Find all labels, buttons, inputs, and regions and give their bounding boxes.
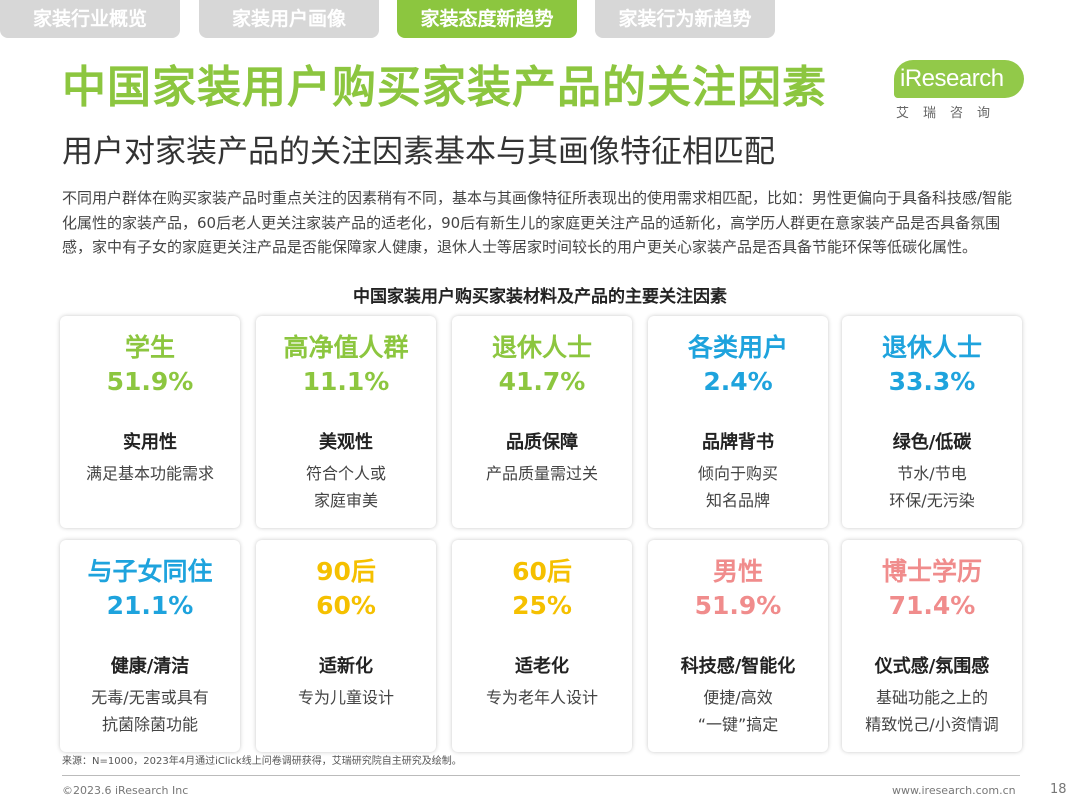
summary-paragraph: 不同用户群体在购买家装产品时重点关注的因素稍有不同，基本与其画像特征所表现出的使… [62, 189, 1013, 256]
section-tabs: 家装行业概览 家装用户画像 家装态度新趋势 家装行为新趋势 [0, 0, 1080, 44]
card-desc-line: 基础功能之上的 [875, 688, 988, 707]
card-description: 专为老年人设计 [460, 684, 624, 711]
logo-badge [894, 60, 1024, 98]
card-desc-line: “一键”搞定 [697, 715, 779, 734]
card-group: 退休人士 [881, 333, 982, 362]
card-description: 无毒/无害或具有 抗菌除菌功能 [68, 684, 232, 738]
card-factor: 仪式感/氛围感 [874, 656, 990, 677]
logo-text: iResearch [900, 65, 1004, 92]
card-description: 便捷/高效 “一键”搞定 [656, 684, 820, 738]
tab-attitude-trends[interactable]: 家装态度新趋势 [397, 0, 577, 38]
tab-user-profile[interactable]: 家装用户画像 [199, 0, 379, 38]
card-percent: 60% [316, 591, 376, 620]
card-percent: 11.1% [302, 367, 390, 396]
card-group: 退休人士 [491, 333, 592, 362]
card-description: 满足基本功能需求 [68, 460, 232, 487]
card-group: 高净值人群 [283, 333, 409, 362]
card-description: 产品质量需过关 [460, 460, 624, 487]
card-factor: 实用性 [123, 432, 177, 453]
card-percent: 51.9% [106, 367, 194, 396]
card-description: 符合个人或 家庭审美 [264, 460, 428, 514]
card-desc-line: 抗菌除菌功能 [101, 715, 198, 734]
card-percent: 33.3% [888, 367, 976, 396]
card-desc-line: 节水/节电 [897, 464, 967, 483]
iresearch-logo: iResearch 艾瑞咨询 [894, 60, 1024, 122]
card-percent: 71.4% [888, 591, 976, 620]
copyright: ©2023.6 iResearch Inc [62, 784, 189, 797]
tab-industry-overview[interactable]: 家装行业概览 [0, 0, 180, 38]
card-desc-line: 知名品牌 [705, 491, 770, 510]
card-desc-line: 便捷/高效 [703, 688, 773, 707]
card-factor: 品质保障 [506, 432, 578, 453]
card-group: 博士学历 [881, 557, 982, 586]
tab-behavior-trends[interactable]: 家装行为新趋势 [595, 0, 775, 38]
logo-subtext: 艾瑞咨询 [896, 106, 1005, 121]
card-factor: 绿色/低碳 [892, 432, 972, 453]
card-description: 节水/节电 环保/无污染 [850, 460, 1014, 514]
card-factor: 适老化 [515, 656, 569, 677]
footer-divider [62, 775, 1020, 776]
factor-card: 退休人士 41.7% 品质保障 产品质量需过关 [452, 316, 632, 528]
factor-card: 退休人士 33.3% 绿色/低碳 节水/节电 环保/无污染 [842, 316, 1022, 528]
factor-card: 各类用户 2.4% 品牌背书 倾向于购买 知名品牌 [648, 316, 828, 528]
factor-card: 与子女同住 21.1% 健康/清洁 无毒/无害或具有 抗菌除菌功能 [60, 540, 240, 752]
card-percent: 2.4% [703, 367, 773, 396]
card-group: 90后 [316, 557, 376, 586]
card-percent: 51.9% [694, 591, 782, 620]
card-desc-line: 专为老年人设计 [485, 688, 598, 707]
card-group: 60后 [512, 557, 572, 586]
card-percent: 41.7% [498, 367, 586, 396]
card-desc-line: 产品质量需过关 [485, 464, 598, 483]
factor-card: 男性 51.9% 科技感/智能化 便捷/高效 “一键”搞定 [648, 540, 828, 752]
factor-card: 学生 51.9% 实用性 满足基本功能需求 [60, 316, 240, 528]
card-desc-line: 家庭审美 [313, 491, 378, 510]
card-factor: 健康/清洁 [110, 656, 190, 677]
page-title: 中国家装用户购买家装产品的关注因素 [62, 62, 827, 113]
card-description: 基础功能之上的 精致悦己/小资情调 [850, 684, 1014, 738]
card-group: 与子女同住 [87, 557, 213, 586]
card-group: 学生 [124, 333, 175, 362]
card-percent: 25% [512, 591, 572, 620]
card-group: 各类用户 [687, 333, 788, 362]
card-description: 专为儿童设计 [264, 684, 428, 711]
card-factor: 科技感/智能化 [680, 656, 796, 677]
card-desc-line: 符合个人或 [305, 464, 386, 483]
page-subtitle: 用户对家装产品的关注因素基本与其画像特征相匹配 [62, 134, 775, 170]
factor-card: 博士学历 71.4% 仪式感/氛围感 基础功能之上的 精致悦己/小资情调 [842, 540, 1022, 752]
card-factor: 品牌背书 [702, 432, 774, 453]
card-desc-line: 专为儿童设计 [297, 688, 394, 707]
source-note: 来源：N=1000，2023年4月通过iClick线上问卷调研获得，艾瑞研究院自… [62, 756, 462, 767]
factor-card: 高净值人群 11.1% 美观性 符合个人或 家庭审美 [256, 316, 436, 528]
chart-title: 中国家装用户购买家装材料及产品的主要关注因素 [353, 287, 727, 307]
page-number: 18 [1050, 782, 1067, 797]
card-percent: 21.1% [106, 591, 194, 620]
website-url[interactable]: www.iresearch.com.cn [892, 784, 1016, 797]
card-description: 倾向于购买 知名品牌 [656, 460, 820, 514]
card-group: 男性 [712, 557, 763, 586]
card-factor: 适新化 [319, 656, 373, 677]
card-desc-line: 无毒/无害或具有 [91, 688, 209, 707]
factor-card: 60后 25% 适老化 专为老年人设计 [452, 540, 632, 752]
card-desc-line: 环保/无污染 [889, 491, 975, 510]
card-desc-line: 精致悦己/小资情调 [865, 715, 999, 734]
factor-card: 90后 60% 适新化 专为儿童设计 [256, 540, 436, 752]
card-desc-line: 满足基本功能需求 [85, 464, 214, 483]
card-desc-line: 倾向于购买 [697, 464, 778, 483]
card-factor: 美观性 [319, 432, 373, 453]
